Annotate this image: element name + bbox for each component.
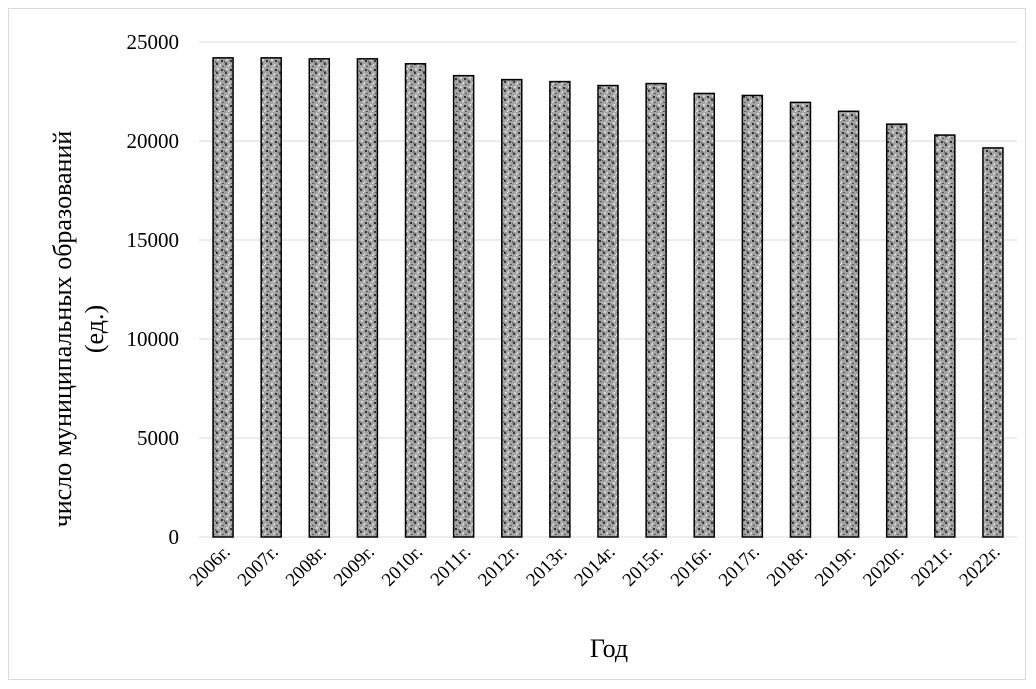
bar-2015г. [645,82,667,538]
bar-2011г. [452,74,475,538]
bar-2014г. [597,84,619,538]
x-tick-label: 2008г. [282,542,331,591]
x-tick-label: 2014г. [570,542,619,591]
bar-2021г. [934,134,956,538]
x-tick-label: 2009г. [330,542,379,591]
y-axis-label-line1: число муниципальных образований [48,131,77,528]
x-tick-label: 2018г. [763,542,812,591]
x-tick-label: 2015г. [619,542,668,591]
bar-2007г. [260,57,282,538]
y-axis-label-line2: (ед.) [80,305,109,353]
x-tick-label: 2011г. [427,542,476,591]
y-axis-label: число муниципальных образований (ед.) [48,131,109,528]
y-tick-label: 0 [169,525,180,549]
bar-2019г. [837,110,860,538]
x-tick-label: 2010г. [378,542,427,591]
bar-2009г. [356,58,379,538]
bar-2018г. [789,101,812,538]
x-tick-label: 2016г. [667,542,716,591]
x-tick-label: 2017г. [715,542,764,591]
bar-2006г. [212,57,234,538]
x-axis-label: Год [590,634,628,663]
bar-2017г. [741,94,764,538]
y-tick-labels: 0 5000 10000 15000 20000 25000 [127,30,180,549]
bar-2012г. [501,78,523,538]
x-tick-label: 2021г. [907,542,956,591]
x-tick-label: 2019г. [811,542,860,591]
chart-frame: 0 5000 10000 15000 20000 25000 2006г. 2007г. 20… [8,8,1026,680]
bar-2008г. [308,58,331,538]
bar-2020г. [885,123,908,538]
bar-2022г. [982,147,1004,538]
x-tick-label: 2020г. [859,542,908,591]
y-tick-label: 20000 [127,129,180,153]
y-tick-label: 25000 [127,30,180,54]
bar-2010г. [404,63,427,538]
y-tick-label: 10000 [127,327,180,351]
x-tick-label: 2013г. [522,542,571,591]
x-tick-label: 2006г. [186,542,235,591]
x-tick-label: 2022г. [955,542,1004,591]
x-tick-label: 2012г. [474,542,523,591]
y-tick-label: 15000 [127,228,180,252]
y-tick-label: 5000 [137,426,179,450]
bar-2013г. [549,80,571,538]
bars [212,57,1004,538]
x-tick-label: 2007г. [234,542,283,591]
bar-2016г. [693,92,715,538]
x-tick-labels: 2006г. 2007г. 2008г. 2009г. 2010г. 2011г. 2012… [186,542,1005,591]
